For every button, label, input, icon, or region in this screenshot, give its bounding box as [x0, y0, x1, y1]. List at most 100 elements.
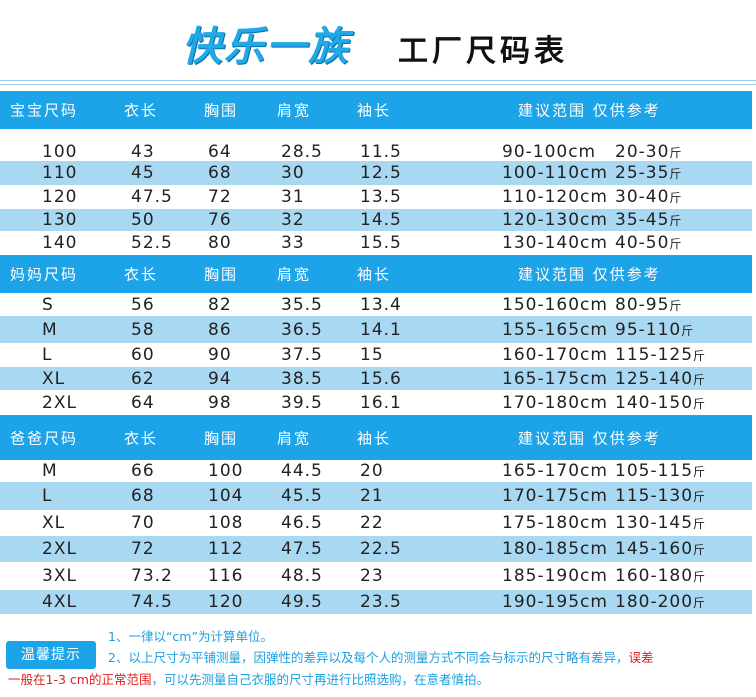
- table-cell: 64: [208, 141, 232, 162]
- weight-value: 105-115: [615, 461, 694, 481]
- table-cell: 50: [131, 210, 155, 230]
- header-cell: 袖长: [357, 429, 392, 447]
- header-cell: 胸围: [204, 429, 239, 447]
- weight-unit: 斤: [693, 490, 707, 504]
- divider: [0, 80, 756, 81]
- table-cell: 155-165cm: [502, 319, 608, 340]
- table-cell: 116: [208, 566, 244, 586]
- weight-cell: 30-40斤: [615, 187, 682, 207]
- table-row: M 58 86 36.5 14.1 155-165cm 95-110斤: [0, 316, 752, 343]
- table-cell: 68: [131, 486, 155, 506]
- weight-cell: 105-115斤: [615, 461, 706, 481]
- header-cell: 胸围: [204, 265, 239, 284]
- weight-value: 35-45: [615, 210, 670, 230]
- table-cell: 46.5: [281, 513, 323, 533]
- header-cell: 袖长: [357, 265, 392, 284]
- table-cell: 90: [208, 345, 232, 365]
- table-cell: XL: [42, 368, 66, 389]
- table-cell: 20: [360, 461, 384, 481]
- weight-unit: 斤: [669, 191, 683, 205]
- header-cell: 妈妈尺码: [10, 265, 79, 284]
- table-cell: 98: [208, 392, 232, 413]
- table-cell: 104: [208, 486, 244, 506]
- table-cell: 150-160cm: [502, 294, 608, 315]
- table-cell: 22: [360, 513, 384, 533]
- table-row: XL 70 108 46.5 22 175-180cm 130-145斤: [0, 510, 752, 536]
- table-cell: 112: [208, 539, 244, 559]
- weight-cell: 115-125斤: [615, 345, 706, 365]
- table-cell: 23.5: [360, 592, 402, 612]
- header-cell: 衣长: [124, 101, 159, 120]
- weight-unit: 斤: [693, 372, 707, 387]
- table-cell: 16.1: [360, 392, 402, 413]
- table-cell: 120: [208, 592, 244, 612]
- weight-unit: 斤: [669, 145, 683, 160]
- table-cell: 15: [360, 345, 384, 365]
- table-cell: 30: [281, 163, 305, 183]
- table-cell: 33: [281, 233, 305, 253]
- table-cell: 56: [131, 294, 155, 315]
- table-cell: 100-110cm: [502, 163, 608, 183]
- table-row: 110 45 68 30 12.5 100-110cm 25-35斤: [0, 161, 752, 185]
- section-header-mom: 妈妈尺码 衣长 胸围 肩宽 袖长 建议范围 仅供参考: [0, 255, 752, 293]
- header-cell: 胸围: [204, 101, 239, 120]
- table-row: 2XL 72 112 47.5 22.5 180-185cm 145-160斤: [0, 536, 752, 562]
- weight-cell: 35-45斤: [615, 210, 682, 230]
- weight-value: 25-35: [615, 163, 670, 183]
- table-row: XL 62 94 38.5 15.6 165-175cm 125-140斤: [0, 367, 752, 390]
- table-cell: 44.5: [281, 461, 323, 481]
- header-cell: 肩宽: [277, 265, 312, 284]
- weight-value: 30-40: [615, 187, 670, 207]
- table-cell: 39.5: [281, 392, 323, 413]
- header-cell: 衣长: [124, 265, 159, 284]
- table-cell: 43: [131, 141, 155, 162]
- weight-value: 145-160: [615, 539, 694, 559]
- table-cell: 94: [208, 368, 232, 389]
- table-cell: 74.5: [131, 592, 173, 612]
- table-cell: 90-100cm: [502, 141, 597, 162]
- table-cell: 12.5: [360, 163, 402, 183]
- table-cell: 100: [208, 461, 244, 481]
- table-cell: L: [42, 486, 53, 506]
- tip-line-2-warning: 误差: [628, 650, 654, 665]
- divider: [0, 84, 756, 85]
- section-header-dad: 爸爸尺码 衣长 胸围 肩宽 袖长 建议范围 仅供参考: [0, 415, 752, 460]
- header-cell: 建议范围 仅供参考: [518, 265, 661, 284]
- table-cell: 70: [131, 513, 155, 533]
- page-title: 工厂尺码表: [398, 34, 568, 69]
- table-cell: 80: [208, 233, 232, 253]
- weight-cell: 130-145斤: [615, 513, 706, 533]
- table-cell: 130-140cm: [502, 233, 608, 253]
- table-cell: 72: [131, 539, 155, 559]
- table-cell: 48.5: [281, 566, 323, 586]
- tip-line-2-text: 2、以上尺寸为平铺测量，因弹性的差异以及每个人的测量方式不同会与标示的尺寸略有差…: [108, 650, 629, 665]
- table-cell: 180-185cm: [502, 539, 608, 559]
- table-cell: 185-190cm: [502, 566, 608, 586]
- table-cell: 49.5: [281, 592, 323, 612]
- table-cell: 108: [208, 513, 244, 533]
- weight-cell: 145-160斤: [615, 539, 706, 559]
- header-cell: 袖长: [357, 101, 392, 120]
- weight-unit: 斤: [693, 465, 707, 479]
- header-cell: 建议范围 仅供参考: [518, 429, 661, 447]
- table-cell: 62: [131, 368, 155, 389]
- table-cell: 66: [131, 461, 155, 481]
- table-cell: 3XL: [42, 566, 77, 586]
- table-cell: 120: [42, 187, 78, 207]
- table-cell: S: [42, 294, 54, 315]
- table-row: M 66 100 44.5 20 165-170cm 105-115斤: [0, 460, 752, 482]
- weight-value: 180-200: [615, 592, 694, 612]
- weight-value: 40-50: [615, 233, 670, 253]
- table-cell: 31: [281, 187, 305, 207]
- weight-unit: 斤: [693, 570, 707, 584]
- table-row: 3XL 73.2 116 48.5 23 185-190cm 160-180斤: [0, 562, 752, 590]
- table-cell: 23: [360, 566, 384, 586]
- table-cell: 110-120cm: [502, 187, 608, 207]
- table-cell: 64: [131, 392, 155, 413]
- weight-unit: 斤: [669, 298, 683, 313]
- table-cell: 100: [42, 141, 78, 162]
- table-cell: 52.5: [131, 233, 173, 253]
- table-row: 100 43 64 28.5 11.5 90-100cm 20-30斤: [0, 141, 752, 162]
- table-cell: 37.5: [281, 345, 323, 365]
- table-cell: M: [42, 319, 58, 340]
